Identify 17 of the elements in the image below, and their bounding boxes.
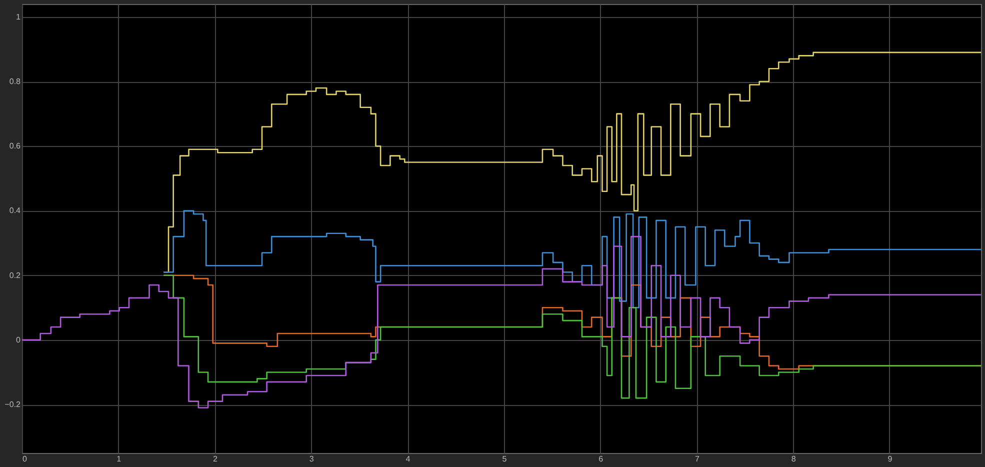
- x-tick-label: 6: [598, 454, 604, 464]
- y-tick-label: 0: [16, 335, 22, 344]
- y-tick-label: 0.2: [9, 270, 22, 280]
- x-tick-label: 3: [309, 454, 314, 464]
- y-tick-label: 0.4: [9, 206, 22, 216]
- y-tick-label: 0.8: [9, 77, 22, 86]
- x-tick-label: 9: [888, 454, 893, 464]
- x-tick-label: 2: [213, 454, 218, 464]
- x-tick-label: 4: [406, 454, 411, 464]
- x-tick-label: 0: [22, 454, 28, 464]
- x-tick-label: 7: [694, 454, 700, 464]
- x-tick-label: 8: [791, 454, 796, 464]
- x-tick-label: 1: [116, 454, 122, 464]
- y-tick-label: 1: [16, 12, 22, 22]
- x-tick-label: 5: [502, 454, 508, 464]
- y-tick-label: 0.6: [9, 142, 22, 151]
- y-tick-label: −0.2: [4, 400, 22, 410]
